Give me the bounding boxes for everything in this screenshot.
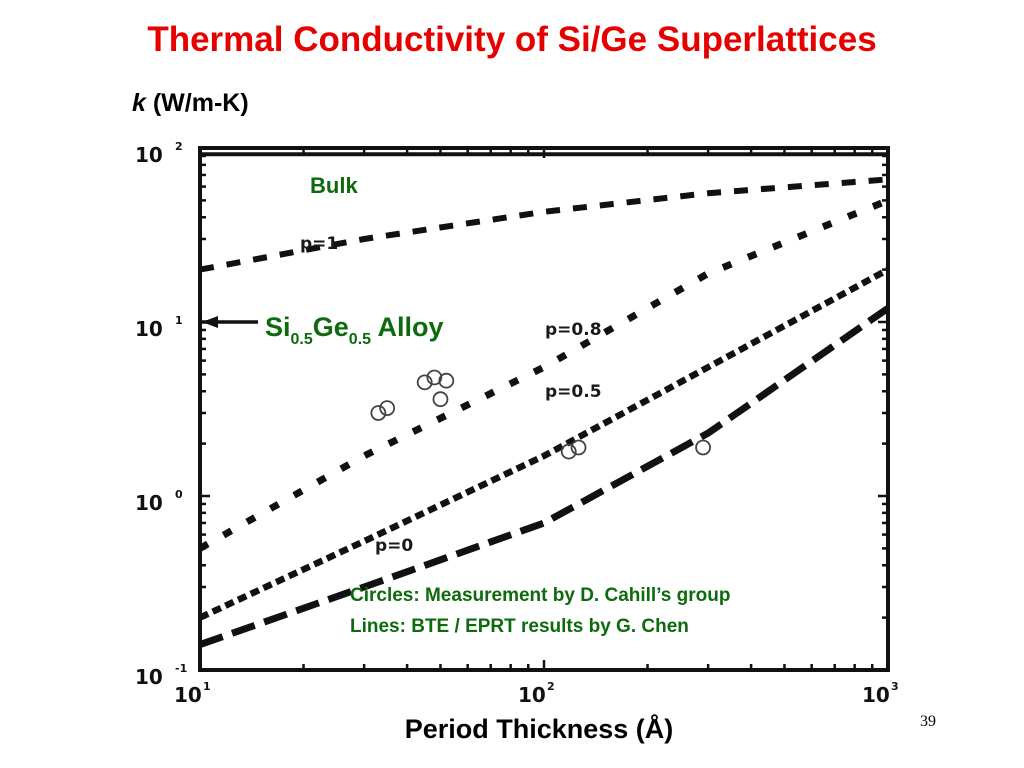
measurement-point bbox=[370, 405, 387, 421]
series-label-p05: p=0.5 bbox=[545, 382, 602, 402]
y-tick-exponent: -1 bbox=[175, 662, 187, 675]
measurement-point bbox=[570, 439, 587, 456]
measurement-point bbox=[695, 439, 711, 456]
y-tick-exponent: 0 bbox=[175, 488, 183, 501]
series-label-p1: p=1 bbox=[300, 234, 338, 254]
series-lines bbox=[198, 176, 890, 648]
measurement-point bbox=[560, 443, 577, 460]
alloy-arrow-head bbox=[202, 316, 218, 328]
y-axis-unit: (W/m-K) bbox=[152, 89, 249, 117]
y-axis-label: k (W/m-K) bbox=[132, 89, 249, 118]
x-tick-labels: 10 1 10 2 10 3 bbox=[174, 680, 899, 707]
series-label-p0: p=0 bbox=[375, 536, 413, 556]
bulk-label: Bulk bbox=[310, 173, 358, 198]
measurement-point bbox=[416, 374, 433, 391]
y-tick-exponent: 1 bbox=[175, 314, 183, 327]
x-tick-label: 10 bbox=[862, 683, 890, 707]
slide-title: Thermal Conductivity of Si/Ge Superlatti… bbox=[147, 20, 877, 59]
x-tick-exponent: 3 bbox=[891, 680, 899, 693]
reference-lines bbox=[200, 152, 888, 328]
note-lines: Lines: BTE / EPRT results by G. Chen bbox=[350, 616, 689, 637]
series-label-p08: p=0.8 bbox=[545, 320, 602, 340]
measurement-point bbox=[432, 391, 449, 408]
note-circles: Circles: Measurement by D. Cahill’s grou… bbox=[350, 585, 730, 606]
y-tick-label: 10 bbox=[135, 665, 163, 689]
alloy-label: Si0.5Ge0.5 Alloy bbox=[265, 312, 444, 348]
measurement-point bbox=[379, 400, 396, 417]
bulk-label-bg bbox=[300, 160, 380, 200]
y-tick-exponent: 2 bbox=[175, 140, 183, 153]
x-tick-exponent: 1 bbox=[203, 680, 211, 693]
y-tick-label: 10 bbox=[135, 317, 163, 341]
y-tick-labels: 10 -1 10 0 10 1 10 2 bbox=[135, 140, 187, 689]
y-tick-label: 10 bbox=[135, 143, 163, 167]
y-tick-label: 10 bbox=[135, 491, 163, 515]
slide-number: 39 bbox=[920, 713, 936, 730]
measurement-points bbox=[370, 369, 711, 460]
x-axis-label: Period Thickness (Å) bbox=[404, 714, 674, 744]
series-line-p1 bbox=[199, 176, 889, 273]
y-axis-symbol: k bbox=[132, 89, 146, 117]
measurement-point bbox=[426, 369, 443, 386]
measurement-point bbox=[438, 372, 455, 389]
series-line-p05 bbox=[198, 266, 890, 621]
series-line-p0 bbox=[198, 305, 890, 648]
x-tick-label: 10 bbox=[518, 683, 546, 707]
x-tick-label: 10 bbox=[174, 683, 202, 707]
x-tick-exponent: 2 bbox=[547, 680, 555, 693]
